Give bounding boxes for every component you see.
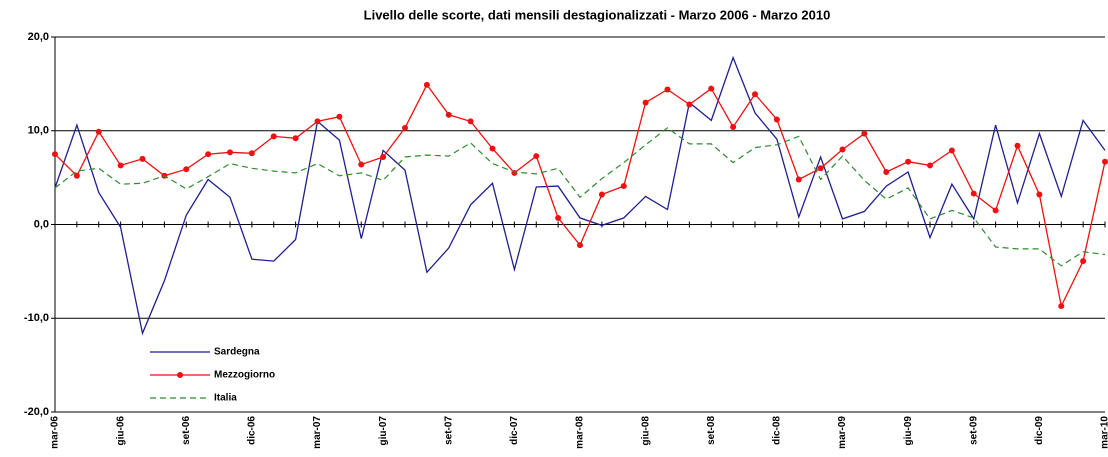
x-tick-label: set-07: [443, 416, 454, 445]
series-marker: [467, 118, 474, 125]
series-marker: [620, 183, 627, 190]
y-tick-label: 10,0: [28, 125, 49, 137]
series-marker: [642, 99, 649, 106]
x-tick-label: mar-06: [50, 416, 61, 449]
x-tick-label: mar-08: [575, 416, 586, 449]
series-marker: [839, 146, 846, 153]
x-tick-label: mar-07: [312, 416, 323, 449]
series-line: [54, 127, 1106, 267]
series-marker: [227, 149, 233, 156]
series-marker: [358, 161, 365, 168]
series-marker: [423, 81, 430, 88]
x-tick-label: mar-10: [1100, 416, 1108, 449]
x-tick-label: giu-08: [640, 416, 651, 446]
series-marker: [773, 116, 780, 123]
legend-label: Italia: [214, 393, 237, 404]
y-tick-label: -20,0: [24, 406, 49, 418]
series-marker: [686, 101, 693, 108]
series-marker: [1080, 258, 1087, 265]
series-marker: [336, 113, 343, 120]
series-marker: [380, 154, 387, 160]
series-marker: [314, 118, 321, 125]
x-tick-label: giu-09: [903, 416, 914, 446]
chart-title: Livello delle scorte, dati mensili desta…: [364, 7, 831, 22]
series-marker: [52, 151, 58, 158]
series-marker: [795, 176, 802, 183]
series-marker: [577, 242, 583, 249]
x-tick-label: mar-09: [837, 416, 848, 449]
series-marker: [817, 165, 824, 172]
series-marker: [402, 124, 408, 131]
series-marker: [948, 147, 955, 154]
series-marker: [1014, 142, 1021, 149]
series-marker: [992, 207, 999, 214]
legend-label: Sardegna: [214, 347, 260, 358]
series-marker: [139, 155, 146, 162]
series-marker: [445, 111, 452, 118]
series-line: [54, 55, 1106, 336]
series-marker: [927, 162, 933, 169]
series-marker: [1036, 191, 1043, 198]
series-marker: [555, 214, 562, 221]
x-tick-label: dic-09: [1034, 416, 1045, 445]
series-marker: [708, 85, 715, 92]
x-tick-label: dic-07: [509, 416, 520, 445]
series-marker: [861, 130, 868, 137]
x-tick-label: set-09: [968, 416, 979, 445]
series-marker: [1102, 158, 1108, 165]
x-tick-label: dic-06: [247, 416, 258, 445]
series-marker: [730, 124, 737, 130]
series-marker: [248, 150, 255, 157]
series-marker: [489, 145, 496, 152]
series-marker: [73, 172, 80, 179]
series-marker: [883, 169, 890, 175]
series-marker: [533, 153, 540, 160]
legend-label: Mezzogiorno: [214, 370, 275, 381]
series-marker: [95, 128, 102, 135]
series-marker: [905, 158, 912, 165]
legend-marker: [177, 372, 183, 378]
series-marker: [117, 162, 124, 169]
y-tick-label: 0,0: [34, 218, 49, 230]
x-tick-label: set-06: [181, 416, 192, 445]
series-marker: [1058, 303, 1065, 310]
x-tick-label: giu-07: [378, 416, 389, 446]
series-marker: [270, 133, 277, 140]
x-tick-label: dic-08: [772, 416, 783, 445]
series-marker: [292, 135, 299, 142]
y-tick-label: 20,0: [28, 31, 49, 43]
series-marker: [752, 91, 758, 98]
series-marker: [183, 166, 190, 173]
series-marker: [598, 191, 605, 198]
series-marker: [205, 151, 212, 158]
series-marker: [664, 86, 671, 93]
x-tick-label: giu-06: [115, 416, 126, 446]
y-tick-label: -10,0: [24, 312, 49, 324]
series-marker: [970, 190, 977, 197]
x-tick-label: set-08: [706, 416, 717, 445]
